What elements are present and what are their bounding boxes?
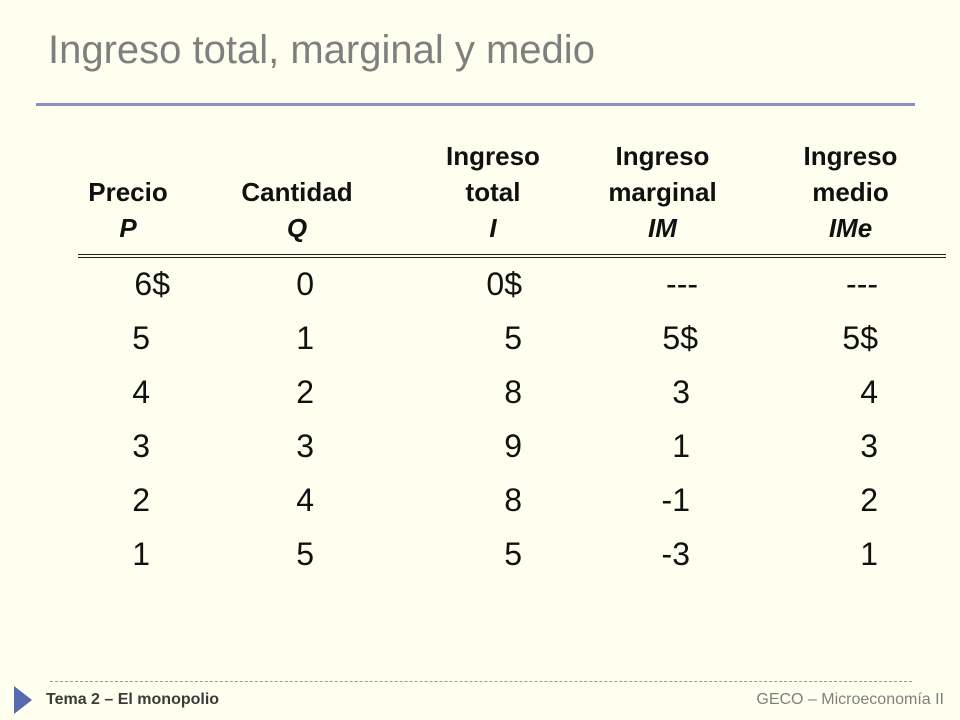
header-line2: marginal <box>608 177 717 207</box>
table-row: 1 5 5 -3 1 <box>0 528 960 580</box>
cell-ingreso-total: 5 <box>504 536 522 572</box>
slide-title: Ingreso total, marginal y medio <box>48 28 595 72</box>
cell-ingreso-total: 9 <box>504 428 522 464</box>
cell-ingreso-marginal: 1 <box>672 428 690 464</box>
cell-cantidad: 2 <box>296 374 314 410</box>
header-ingreso-medio: Ingreso medio IMe <box>778 134 923 246</box>
header-line1: Ingreso <box>803 141 898 171</box>
table-header-rule <box>78 254 946 258</box>
cell-cantidad: 3 <box>296 428 314 464</box>
cell-ingreso-marginal: 3 <box>672 374 690 410</box>
table-row: 3 3 9 1 3 <box>0 420 960 472</box>
header-symbol: P <box>119 213 137 243</box>
cell-ingreso-total: 5 <box>504 320 522 356</box>
table-row: 4 2 8 3 4 <box>0 366 960 418</box>
cell-ingreso-medio: 5$ <box>842 320 878 356</box>
cell-cantidad: 5 <box>296 536 314 572</box>
footer-divider <box>50 681 912 682</box>
header-symbol: IM <box>648 213 677 243</box>
header-ingreso-total: Ingreso total I <box>428 134 558 246</box>
cell-precio: 6$ <box>134 266 170 302</box>
cell-precio: 4 <box>132 374 150 410</box>
title-underline <box>36 103 915 106</box>
header-symbol: I <box>489 213 497 243</box>
header-line2: Cantidad <box>241 177 353 207</box>
table-row: 6$ 0 0$ --- --- <box>0 258 960 310</box>
header-line2: total <box>465 177 521 207</box>
cell-precio: 2 <box>132 482 150 518</box>
cell-ingreso-medio: 3 <box>860 428 878 464</box>
header-line1: Ingreso <box>446 141 540 171</box>
header-ingreso-marginal: Ingreso marginal IM <box>590 134 735 246</box>
cell-ingreso-marginal: -1 <box>661 482 690 518</box>
cell-ingreso-total: 0$ <box>486 266 522 302</box>
cell-precio: 5 <box>132 320 150 356</box>
cell-precio: 1 <box>132 536 150 572</box>
cell-ingreso-medio: 1 <box>860 536 878 572</box>
cell-ingreso-marginal: --- <box>666 266 698 302</box>
header-symbol: IMe <box>828 213 873 243</box>
cell-precio: 3 <box>132 428 150 464</box>
cell-ingreso-medio: 2 <box>860 482 878 518</box>
footer-course: GECO – Microeconomía II <box>756 691 944 708</box>
header-line1: Ingreso <box>615 141 710 171</box>
cell-ingreso-total: 8 <box>504 482 522 518</box>
cell-ingreso-marginal: 5$ <box>662 320 698 356</box>
header-cantidad: Cantidad Q <box>222 134 372 246</box>
header-line2: Precio <box>88 177 168 207</box>
table-row: 5 1 5 5$ 5$ <box>0 312 960 364</box>
table-row: 2 4 8 -1 2 <box>0 474 960 526</box>
footer-topic: Tema 2 – El monopolio <box>46 691 220 708</box>
header-line2: medio <box>812 177 889 207</box>
triangle-bullet-icon <box>14 686 32 714</box>
cell-cantidad: 1 <box>296 320 314 356</box>
cell-ingreso-marginal: -3 <box>661 536 690 572</box>
cell-ingreso-medio: 4 <box>860 374 878 410</box>
header-symbol: Q <box>286 213 308 243</box>
cell-ingreso-total: 8 <box>504 374 522 410</box>
cell-cantidad: 4 <box>296 482 314 518</box>
cell-ingreso-medio: --- <box>846 266 878 302</box>
header-precio: Precio P <box>68 134 188 246</box>
cell-cantidad: 0 <box>296 266 314 302</box>
